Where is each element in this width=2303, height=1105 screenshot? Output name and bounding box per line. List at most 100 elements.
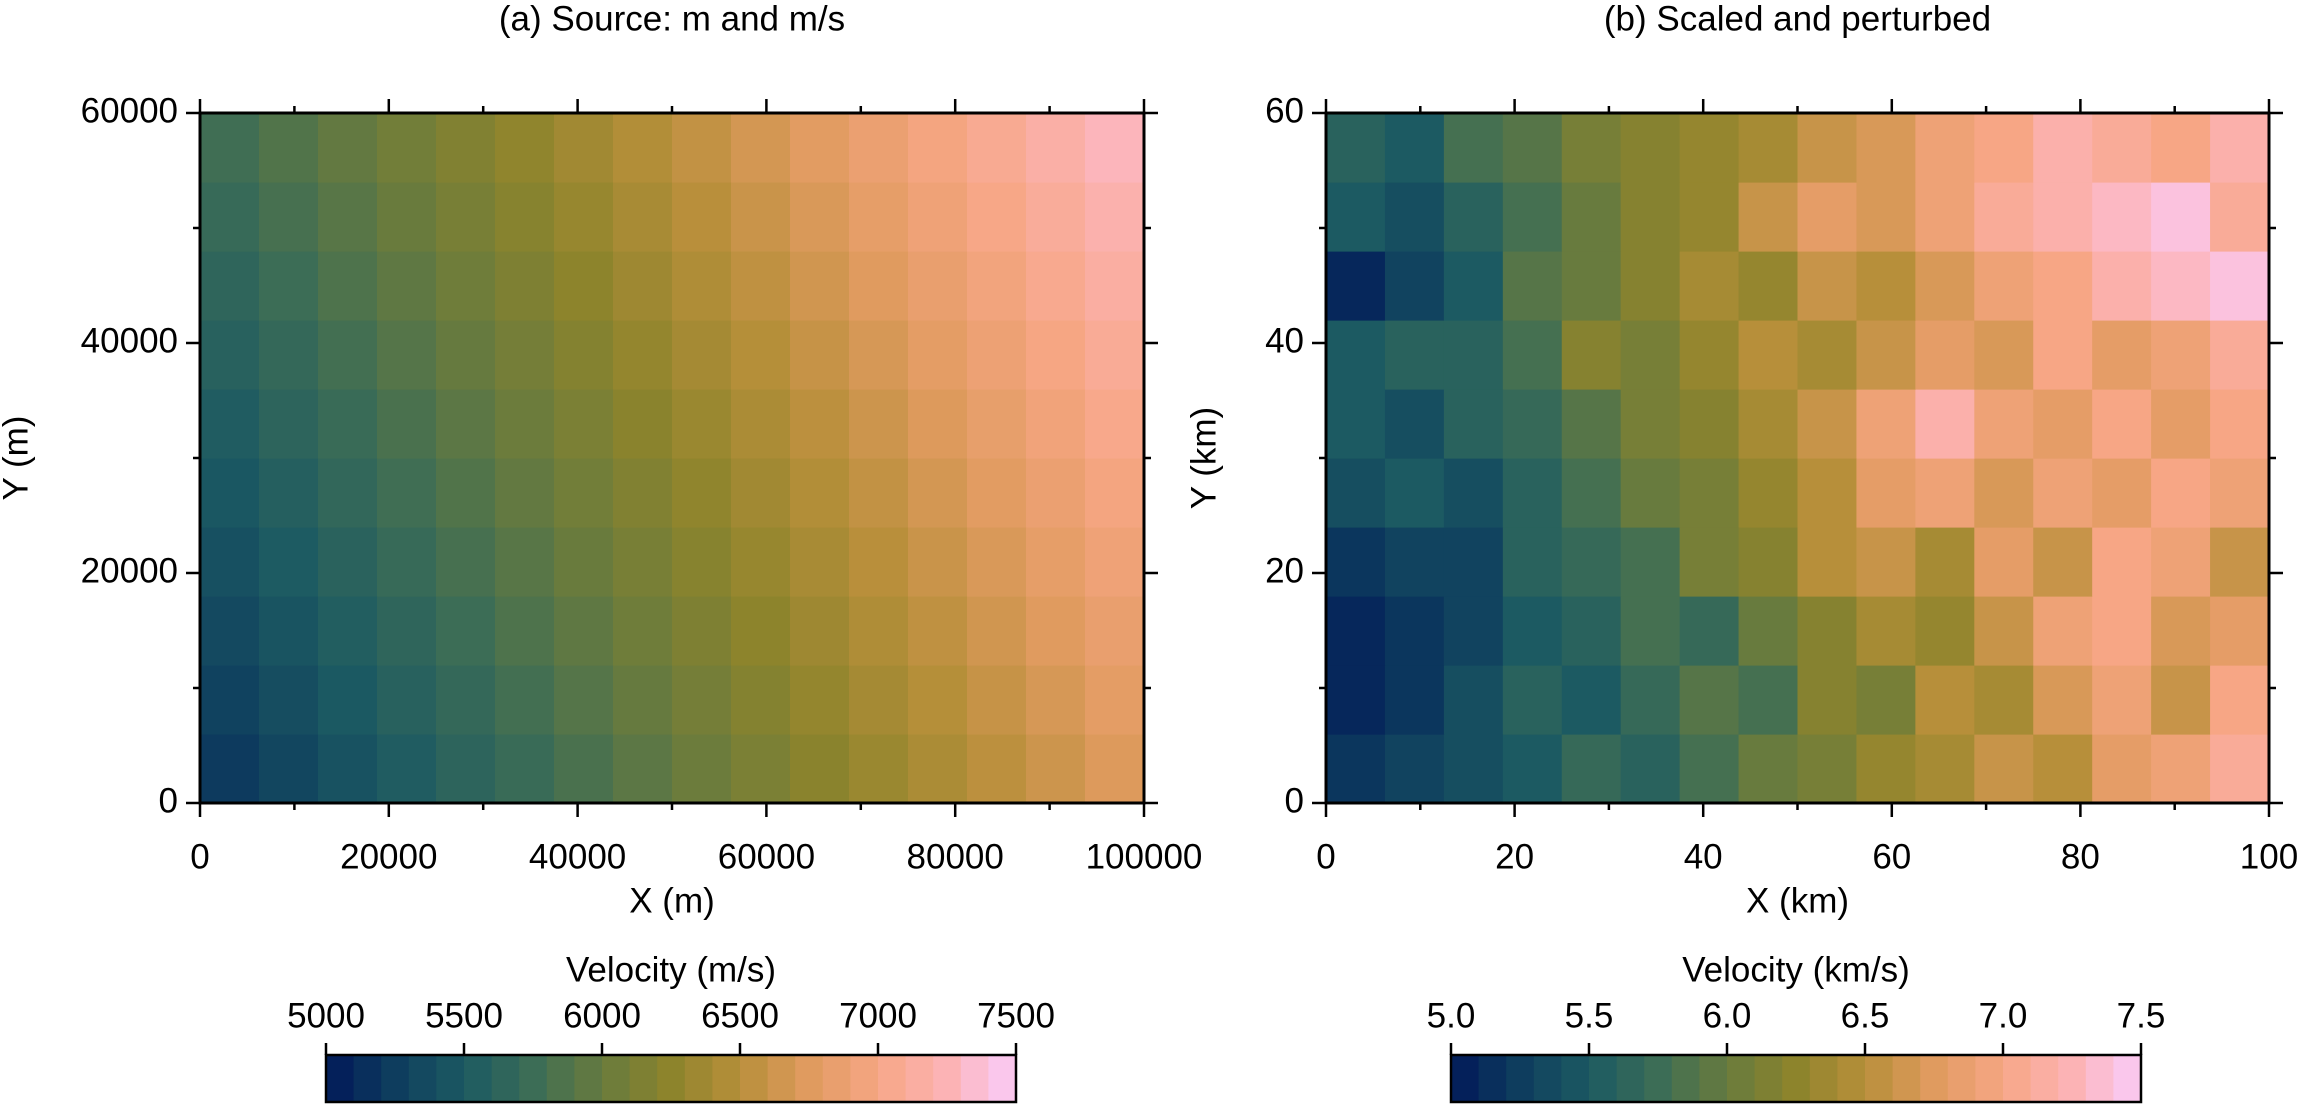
x-tick-label: 0 — [1316, 837, 1335, 876]
heat-cell — [1561, 527, 1622, 597]
heat-cell — [495, 527, 555, 597]
heat-cell — [377, 320, 437, 390]
heat-cell — [1797, 389, 1858, 459]
heat-cell — [731, 182, 791, 252]
heat-cell — [2092, 527, 2152, 597]
heat-cell — [1085, 458, 1145, 528]
heat-cell — [1085, 182, 1145, 252]
heat-cell — [1026, 113, 1086, 183]
heat-cell — [1797, 251, 1858, 321]
colorbar-cell — [988, 1055, 1017, 1102]
heat-cell — [1974, 113, 2034, 183]
colorbar-tick-label: 7500 — [977, 996, 1055, 1035]
heat-cell — [2210, 113, 2270, 183]
heat-cell — [1326, 320, 1386, 390]
heat-cell — [259, 320, 319, 390]
heat-cell — [1797, 182, 1858, 252]
colorbar-frame — [324, 1053, 1018, 1104]
heat-cell — [1443, 596, 1504, 666]
heat-cell — [908, 527, 968, 597]
heat-cell — [1620, 596, 1681, 666]
heat-cell — [2210, 182, 2270, 252]
heat-cell — [1326, 734, 1386, 804]
heat-cell — [1384, 389, 1445, 459]
heat-cell — [2092, 320, 2152, 390]
heat-cell — [1502, 182, 1563, 252]
heat-cell — [613, 320, 673, 390]
heat-cell — [1915, 182, 1975, 252]
heat-cell — [1797, 113, 1858, 183]
colorbar-tick-label: 7.0 — [1979, 996, 2028, 1035]
heat-cell — [377, 389, 437, 459]
heat-cell — [613, 458, 673, 528]
heat-cell — [1561, 113, 1622, 183]
heat-cell — [1326, 389, 1386, 459]
heat-cell — [1738, 596, 1799, 666]
colorbar-cell — [464, 1055, 493, 1102]
heat-cell — [1561, 596, 1622, 666]
heat-cell — [672, 320, 732, 390]
heat-cell — [1797, 596, 1858, 666]
colorbar-cell — [657, 1055, 686, 1102]
heat-cell — [967, 320, 1027, 390]
heat-cell — [790, 596, 850, 666]
colorbar-cell — [712, 1055, 741, 1102]
heat-cell — [672, 734, 732, 804]
heat-cell — [1679, 182, 1740, 252]
chart-title: (a) Source: m and m/s — [499, 0, 845, 38]
heat-cell — [2092, 251, 2152, 321]
heat-cell — [495, 665, 555, 735]
heat-cell — [259, 182, 319, 252]
heat-cell — [731, 527, 791, 597]
heat-cell — [672, 113, 732, 183]
heat-cell — [672, 527, 732, 597]
heat-cell — [318, 665, 378, 735]
heat-cell — [1561, 320, 1622, 390]
heat-cell — [554, 389, 614, 459]
heat-cell — [2092, 389, 2152, 459]
heat-cell — [554, 182, 614, 252]
colorbar-cell — [602, 1055, 631, 1102]
heat-cell — [2151, 596, 2211, 666]
heat-cell — [554, 734, 614, 804]
colorbar-cell — [1837, 1055, 1866, 1102]
heat-cell — [1561, 182, 1622, 252]
heat-cell — [2092, 458, 2152, 528]
heat-cell — [613, 665, 673, 735]
heat-cell — [2033, 458, 2093, 528]
heat-cell — [1502, 320, 1563, 390]
heat-cell — [1915, 458, 1975, 528]
heat-cell — [1502, 458, 1563, 528]
heat-cell — [672, 458, 732, 528]
heat-cell — [200, 389, 260, 459]
colorbar-tick-label: 6500 — [701, 996, 779, 1035]
heat-cell — [1384, 527, 1445, 597]
heat-cell — [1856, 182, 1916, 252]
y-tick-label: 60 — [1265, 91, 1304, 130]
heat-cell — [1326, 596, 1386, 666]
heat-cell — [1502, 596, 1563, 666]
heat-cell — [1443, 182, 1504, 252]
colorbar-cell — [491, 1055, 520, 1102]
heat-cell — [849, 182, 909, 252]
heat-cell — [613, 251, 673, 321]
colorbar-cell — [1782, 1055, 1811, 1102]
y-tick-label: 0 — [159, 781, 178, 820]
x-tick-label: 20 — [1495, 837, 1534, 876]
heat-cell — [731, 389, 791, 459]
heat-cell — [613, 734, 673, 804]
heat-cell — [2092, 596, 2152, 666]
heat-cell — [1620, 113, 1681, 183]
heat-cell — [1679, 389, 1740, 459]
heat-cell — [672, 182, 732, 252]
colorbar-cell — [878, 1055, 907, 1102]
heat-cell — [1797, 458, 1858, 528]
heat-cell — [1561, 389, 1622, 459]
heat-cell — [1384, 596, 1445, 666]
heat-cell — [1797, 665, 1858, 735]
heat-cell — [1502, 389, 1563, 459]
y-tick-label: 20000 — [81, 551, 178, 590]
heat-cell — [908, 458, 968, 528]
heat-cell — [1561, 665, 1622, 735]
